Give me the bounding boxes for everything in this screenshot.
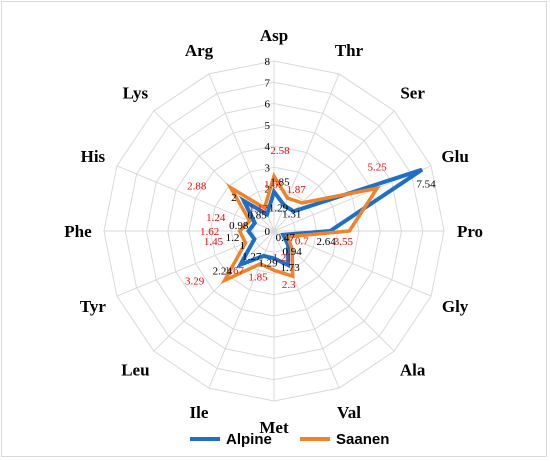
value-label-alpine: 0.94 xyxy=(282,246,302,258)
category-label: Ala xyxy=(400,361,426,380)
series-line-alpine xyxy=(235,167,424,269)
value-label-alpine: 0.98 xyxy=(229,220,249,232)
category-label: Leu xyxy=(121,361,149,380)
category-label: Arg xyxy=(185,41,214,60)
value-label-saanen: 1.67 xyxy=(225,265,245,277)
legend-label: Alpine xyxy=(226,431,272,448)
series-layer xyxy=(220,167,424,285)
value-label-saanen: 1.21 xyxy=(273,252,292,264)
value-label-alpine: 1.27 xyxy=(242,251,262,263)
value-labels: 1.851.291.317.542.640.470.941.731.291.27… xyxy=(185,145,436,291)
category-label: Val xyxy=(337,403,361,422)
value-label-saanen: 1.85 xyxy=(248,271,268,283)
grid-spoke xyxy=(153,230,275,352)
legend-label: Saanen xyxy=(336,431,389,448)
value-label-saanen: 0.7 xyxy=(295,236,309,248)
category-label: Asp xyxy=(260,26,288,45)
value-label-alpine: 1 xyxy=(240,240,246,252)
value-label-alpine: 1.2 xyxy=(226,232,240,244)
value-label-saanen: 3.29 xyxy=(185,275,205,287)
category-label: Tyr xyxy=(80,297,107,316)
value-label-saanen: 1.45 xyxy=(204,236,224,248)
grid-spoke xyxy=(273,230,432,297)
value-label-alpine: 2 xyxy=(231,192,237,204)
category-label: Ser xyxy=(400,83,425,102)
tick-label: 8 xyxy=(265,56,271,68)
value-label-saanen: 3.55 xyxy=(334,236,354,248)
category-labels: Asp Thr Ser Glu Pro Gly Ala Val Met Ile Leu Tyr Phe H… xyxy=(64,26,483,437)
value-label-alpine: 1.29 xyxy=(258,257,278,269)
category-label: Lys xyxy=(123,83,149,102)
value-label-saanen: 1.17 xyxy=(249,203,269,215)
tick-label: 6 xyxy=(265,99,271,111)
value-label-alpine: 2.64 xyxy=(316,236,336,248)
value-label-saanen: 1.87 xyxy=(286,184,306,196)
value-label-alpine: 2.24 xyxy=(213,266,233,278)
value-label-alpine: 0.85 xyxy=(247,209,267,221)
grid-spoke xyxy=(273,230,340,389)
tick-label: 7 xyxy=(265,77,271,89)
value-label-saanen: 1.67 xyxy=(264,179,284,191)
category-label: Ile xyxy=(190,403,209,422)
value-label-alpine: 1.29 xyxy=(269,203,289,215)
grid-spoke xyxy=(273,230,395,352)
radar-grid xyxy=(103,60,445,402)
category-label: Met xyxy=(259,418,289,437)
grid-spoke xyxy=(208,73,275,232)
value-label-saanen: 2.58 xyxy=(270,145,290,157)
value-label-alpine: 7.54 xyxy=(416,179,436,191)
grid-spoke xyxy=(116,230,275,297)
category-label: Phe xyxy=(64,222,92,241)
value-label-saanen: 1.24 xyxy=(206,212,226,224)
value-label-alpine: 0.47 xyxy=(276,232,296,244)
tick-label: 4 xyxy=(265,141,271,153)
value-label-alpine: 1.73 xyxy=(280,262,300,274)
category-label: Gly xyxy=(442,297,469,316)
value-label-alpine: 1.31 xyxy=(282,208,301,220)
category-label: Glu xyxy=(441,147,468,166)
category-label: His xyxy=(81,147,106,166)
value-label-saanen: 1.62 xyxy=(200,226,219,238)
series-line-saanen xyxy=(220,171,381,285)
value-label-alpine: 1.85 xyxy=(270,177,290,189)
value-label-saanen: 2.88 xyxy=(187,181,207,193)
tick-label: 0 xyxy=(265,226,271,238)
tick-label: 2 xyxy=(265,184,271,196)
category-label: Thr xyxy=(335,41,364,60)
legend: Alpine Saanen xyxy=(190,431,389,448)
tick-label: 3 xyxy=(265,162,271,174)
category-label: Pro xyxy=(457,222,483,241)
tick-label: 5 xyxy=(265,120,271,132)
grid-spoke xyxy=(153,110,275,232)
value-label-saanen: 5.25 xyxy=(367,161,387,173)
value-label-saanen: 2.3 xyxy=(282,279,296,291)
